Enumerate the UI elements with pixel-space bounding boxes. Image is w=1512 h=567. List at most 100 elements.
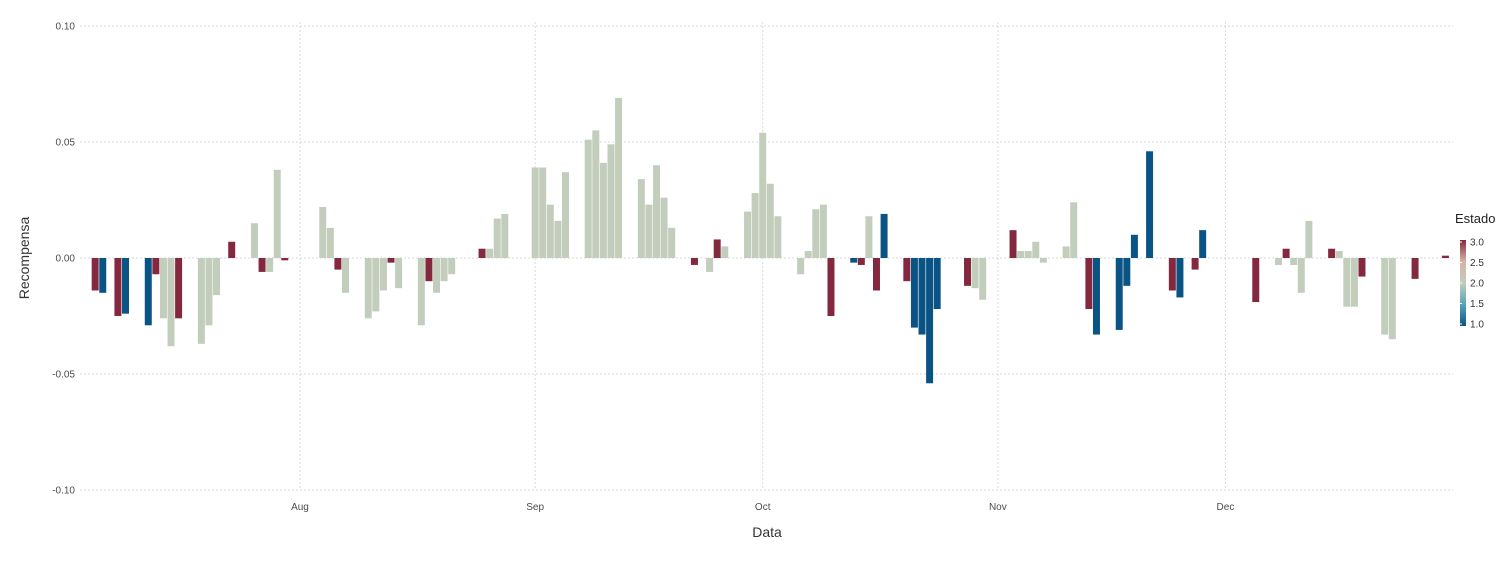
bar bbox=[281, 258, 289, 261]
bar bbox=[1411, 258, 1419, 279]
bar bbox=[561, 172, 569, 258]
legend: Estado 1.0 1.5 2.0 2.5 3.0 bbox=[1455, 211, 1495, 330]
y-tick-label: -0.05 bbox=[52, 370, 75, 381]
bar bbox=[690, 258, 698, 265]
bar bbox=[1441, 255, 1449, 258]
bar bbox=[918, 258, 926, 335]
bar bbox=[797, 258, 805, 275]
bar bbox=[827, 258, 835, 316]
bar bbox=[857, 258, 865, 265]
bar bbox=[1130, 234, 1138, 258]
bar bbox=[584, 139, 592, 258]
bar bbox=[395, 258, 403, 289]
x-axis-ticks: Aug Sep Oct Nov Dec bbox=[291, 502, 1234, 513]
bar bbox=[326, 227, 334, 258]
bar bbox=[933, 258, 941, 310]
bar bbox=[774, 216, 782, 258]
bar bbox=[850, 258, 858, 263]
bar bbox=[1176, 258, 1184, 298]
bar bbox=[1290, 258, 1298, 265]
bar bbox=[152, 258, 160, 275]
x-tick-label: Aug bbox=[291, 502, 309, 513]
bar bbox=[1115, 258, 1123, 330]
bar bbox=[744, 211, 752, 258]
bar bbox=[1191, 258, 1199, 270]
grid bbox=[80, 22, 1453, 491]
bar bbox=[971, 258, 979, 289]
legend-tick-label: 3.0 bbox=[1470, 238, 1484, 249]
bar bbox=[880, 213, 888, 258]
x-tick-label: Nov bbox=[989, 502, 1007, 513]
bar bbox=[903, 258, 911, 282]
bar bbox=[759, 132, 767, 258]
bar bbox=[213, 258, 221, 296]
bar bbox=[1123, 258, 1131, 286]
bar bbox=[387, 258, 395, 263]
bar bbox=[964, 258, 972, 286]
y-tick-label: 0.10 bbox=[56, 22, 76, 33]
bar bbox=[250, 223, 258, 258]
legend-tick-label: 2.5 bbox=[1470, 258, 1484, 269]
bar bbox=[1017, 251, 1025, 258]
bar bbox=[1350, 258, 1358, 307]
bar bbox=[266, 258, 274, 272]
bar bbox=[486, 248, 494, 258]
bar bbox=[364, 258, 372, 319]
bar bbox=[1388, 258, 1396, 340]
bar bbox=[1282, 248, 1290, 258]
bar bbox=[319, 206, 327, 258]
bar bbox=[592, 130, 600, 258]
bar bbox=[546, 204, 554, 258]
bar bbox=[122, 258, 129, 314]
bar bbox=[926, 258, 934, 384]
bar bbox=[1032, 241, 1040, 258]
x-tick-label: Dec bbox=[1217, 502, 1235, 513]
x-tick-label: Oct bbox=[755, 502, 771, 513]
bar bbox=[1335, 251, 1343, 258]
bar bbox=[1070, 202, 1078, 258]
bar bbox=[167, 258, 175, 347]
legend-tick-label: 1.5 bbox=[1470, 299, 1484, 310]
bar bbox=[819, 204, 827, 258]
bar bbox=[637, 179, 645, 258]
bar bbox=[1039, 258, 1047, 263]
bar bbox=[175, 258, 183, 319]
bar bbox=[615, 97, 623, 258]
bar bbox=[440, 258, 448, 282]
y-tick-label: -0.10 bbox=[52, 486, 75, 497]
bar bbox=[425, 258, 433, 282]
bar bbox=[144, 258, 152, 326]
bar bbox=[668, 227, 676, 258]
bar bbox=[493, 218, 501, 258]
bar bbox=[1252, 258, 1260, 303]
bar bbox=[1275, 258, 1283, 265]
bar bbox=[1092, 258, 1100, 335]
legend-title: Estado bbox=[1455, 211, 1495, 226]
bar bbox=[417, 258, 425, 326]
bar bbox=[531, 167, 539, 258]
bar bbox=[372, 258, 380, 312]
bar bbox=[1024, 251, 1032, 258]
bar bbox=[607, 144, 615, 258]
bar bbox=[99, 258, 107, 293]
bar bbox=[334, 258, 342, 270]
y-axis-ticks: -0.10 -0.05 0.00 0.05 0.10 bbox=[52, 22, 75, 497]
legend-ticks: 1.0 1.5 2.0 2.5 3.0 bbox=[1460, 238, 1484, 330]
bars bbox=[91, 97, 1449, 384]
bar bbox=[554, 220, 562, 258]
bar bbox=[979, 258, 987, 300]
bar bbox=[1168, 258, 1176, 291]
bar bbox=[751, 193, 759, 258]
bar bbox=[910, 258, 918, 328]
bar bbox=[379, 258, 387, 291]
bar bbox=[1199, 230, 1207, 258]
bar bbox=[1009, 230, 1017, 258]
bar bbox=[258, 258, 266, 272]
bar bbox=[1381, 258, 1389, 335]
legend-tick-label: 2.0 bbox=[1470, 279, 1484, 290]
bar bbox=[706, 258, 714, 272]
bar bbox=[205, 258, 213, 326]
bar bbox=[273, 169, 281, 258]
bar bbox=[91, 258, 99, 291]
